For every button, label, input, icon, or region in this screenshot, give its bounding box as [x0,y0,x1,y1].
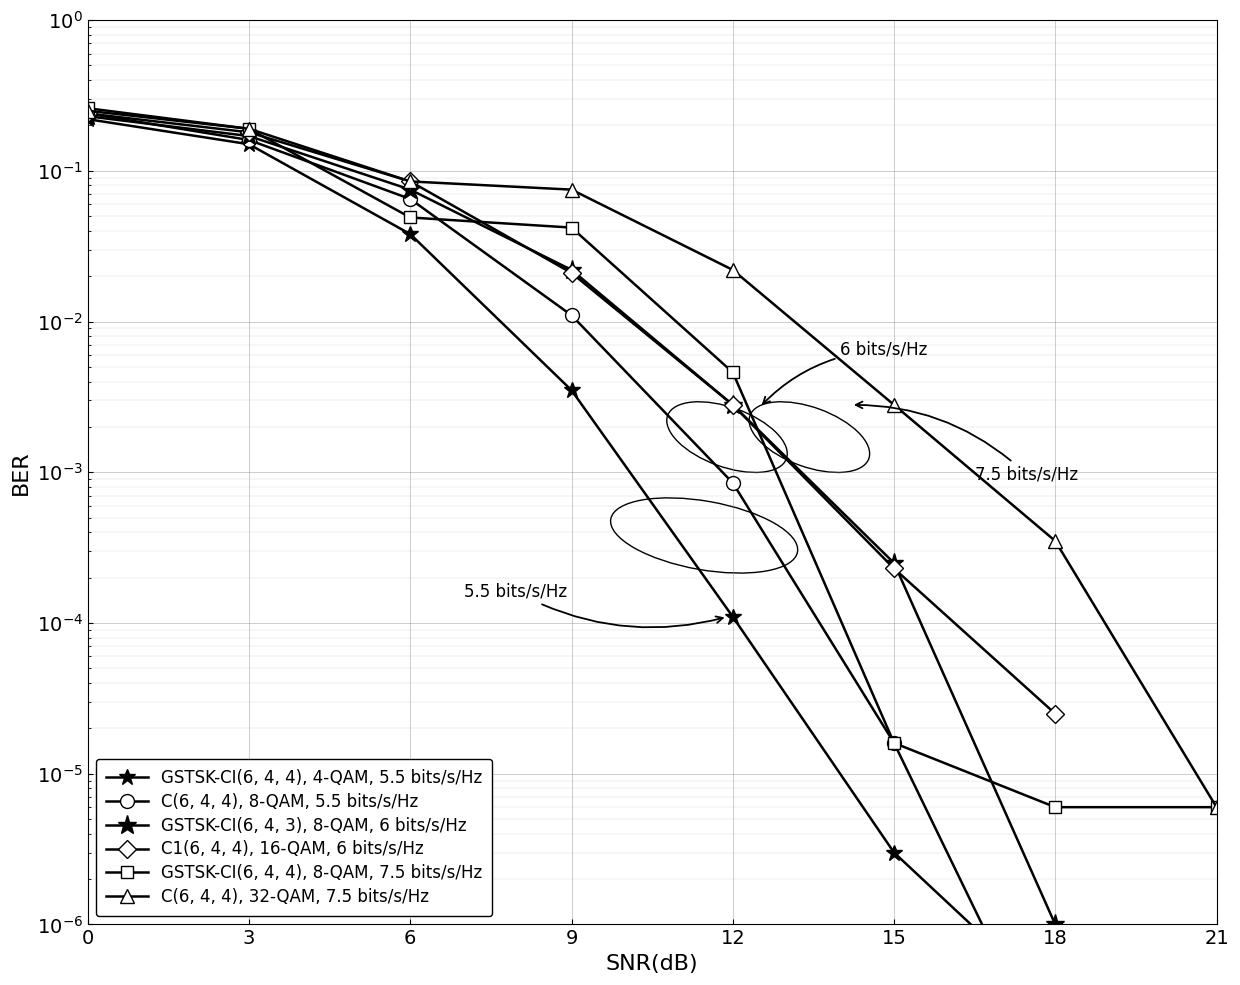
GSTSK-CI(6, 4, 4), 8-QAM, 7.5 bits/s/Hz [242,123,257,135]
GSTSK-CI(6, 4, 4), 4-QAM, 5.5 bits/s/Hz [725,611,740,623]
C(6, 4, 4), 32-QAM, 7.5 bits/s/Hz [564,184,579,196]
C(6, 4, 4), 32-QAM, 7.5 bits/s/Hz [887,399,901,411]
C(6, 4, 4), 8-QAM, 5.5 bits/s/Hz [242,134,257,146]
C(6, 4, 4), 8-QAM, 5.5 bits/s/Hz [887,737,901,749]
Text: 6 bits/s/Hz: 6 bits/s/Hz [763,341,928,404]
GSTSK-CI(6, 4, 4), 8-QAM, 7.5 bits/s/Hz [564,222,579,233]
C1(6, 4, 4), 16-QAM, 6 bits/s/Hz [1048,708,1063,720]
Legend: GSTSK-CI(6, 4, 4), 4-QAM, 5.5 bits/s/Hz, C(6, 4, 4), 8-QAM, 5.5 bits/s/Hz, GSTSK: GSTSK-CI(6, 4, 4), 4-QAM, 5.5 bits/s/Hz,… [97,759,492,916]
GSTSK-CI(6, 4, 4), 8-QAM, 7.5 bits/s/Hz [81,102,95,114]
C(6, 4, 4), 8-QAM, 5.5 bits/s/Hz [564,309,579,321]
C(6, 4, 4), 32-QAM, 7.5 bits/s/Hz [242,123,257,135]
Text: 7.5 bits/s/Hz: 7.5 bits/s/Hz [856,402,1078,484]
GSTSK-CI(6, 4, 4), 8-QAM, 7.5 bits/s/Hz [1048,801,1063,813]
GSTSK-CI(6, 4, 4), 8-QAM, 7.5 bits/s/Hz [1209,801,1224,813]
GSTSK-CI(6, 4, 4), 4-QAM, 5.5 bits/s/Hz [564,384,579,396]
Text: 5.5 bits/s/Hz: 5.5 bits/s/Hz [464,582,723,627]
GSTSK-CI(6, 4, 4), 4-QAM, 5.5 bits/s/Hz [887,847,901,859]
Line: C(6, 4, 4), 8-QAM, 5.5 bits/s/Hz: C(6, 4, 4), 8-QAM, 5.5 bits/s/Hz [81,106,1063,985]
C(6, 4, 4), 8-QAM, 5.5 bits/s/Hz [403,193,418,205]
GSTSK-CI(6, 4, 4), 8-QAM, 7.5 bits/s/Hz [725,366,740,378]
C(6, 4, 4), 32-QAM, 7.5 bits/s/Hz [725,264,740,276]
Line: GSTSK-CI(6, 4, 4), 8-QAM, 7.5 bits/s/Hz: GSTSK-CI(6, 4, 4), 8-QAM, 7.5 bits/s/Hz [82,102,1223,814]
GSTSK-CI(6, 4, 3), 8-QAM, 6 bits/s/Hz [81,110,95,122]
C1(6, 4, 4), 16-QAM, 6 bits/s/Hz [564,267,579,279]
Line: GSTSK-CI(6, 4, 4), 4-QAM, 5.5 bits/s/Hz: GSTSK-CI(6, 4, 4), 4-QAM, 5.5 bits/s/Hz [79,111,1064,985]
C(6, 4, 4), 32-QAM, 7.5 bits/s/Hz [1209,801,1224,813]
C1(6, 4, 4), 16-QAM, 6 bits/s/Hz [242,126,257,138]
GSTSK-CI(6, 4, 4), 4-QAM, 5.5 bits/s/Hz [81,113,95,125]
X-axis label: SNR(dB): SNR(dB) [606,953,698,974]
Line: GSTSK-CI(6, 4, 3), 8-QAM, 6 bits/s/Hz: GSTSK-CI(6, 4, 3), 8-QAM, 6 bits/s/Hz [78,106,1065,934]
GSTSK-CI(6, 4, 3), 8-QAM, 6 bits/s/Hz [403,184,418,196]
C(6, 4, 4), 32-QAM, 7.5 bits/s/Hz [81,105,95,117]
GSTSK-CI(6, 4, 3), 8-QAM, 6 bits/s/Hz [564,264,579,276]
Line: C1(6, 4, 4), 16-QAM, 6 bits/s/Hz: C1(6, 4, 4), 16-QAM, 6 bits/s/Hz [82,107,1061,720]
GSTSK-CI(6, 4, 3), 8-QAM, 6 bits/s/Hz [887,558,901,569]
GSTSK-CI(6, 4, 3), 8-QAM, 6 bits/s/Hz [1048,919,1063,931]
C(6, 4, 4), 8-QAM, 5.5 bits/s/Hz [81,107,95,119]
C(6, 4, 4), 32-QAM, 7.5 bits/s/Hz [403,175,418,187]
Line: C(6, 4, 4), 32-QAM, 7.5 bits/s/Hz: C(6, 4, 4), 32-QAM, 7.5 bits/s/Hz [81,103,1224,815]
Y-axis label: BER: BER [11,450,31,494]
GSTSK-CI(6, 4, 4), 4-QAM, 5.5 bits/s/Hz [242,138,257,150]
GSTSK-CI(6, 4, 4), 8-QAM, 7.5 bits/s/Hz [403,212,418,224]
C1(6, 4, 4), 16-QAM, 6 bits/s/Hz [725,399,740,411]
C(6, 4, 4), 32-QAM, 7.5 bits/s/Hz [1048,535,1063,547]
C1(6, 4, 4), 16-QAM, 6 bits/s/Hz [81,107,95,119]
C(6, 4, 4), 8-QAM, 5.5 bits/s/Hz [725,477,740,489]
GSTSK-CI(6, 4, 4), 4-QAM, 5.5 bits/s/Hz [403,229,418,240]
C1(6, 4, 4), 16-QAM, 6 bits/s/Hz [403,175,418,187]
GSTSK-CI(6, 4, 3), 8-QAM, 6 bits/s/Hz [242,130,257,142]
GSTSK-CI(6, 4, 3), 8-QAM, 6 bits/s/Hz [725,399,740,411]
C1(6, 4, 4), 16-QAM, 6 bits/s/Hz [887,562,901,574]
GSTSK-CI(6, 4, 4), 8-QAM, 7.5 bits/s/Hz [887,737,901,749]
